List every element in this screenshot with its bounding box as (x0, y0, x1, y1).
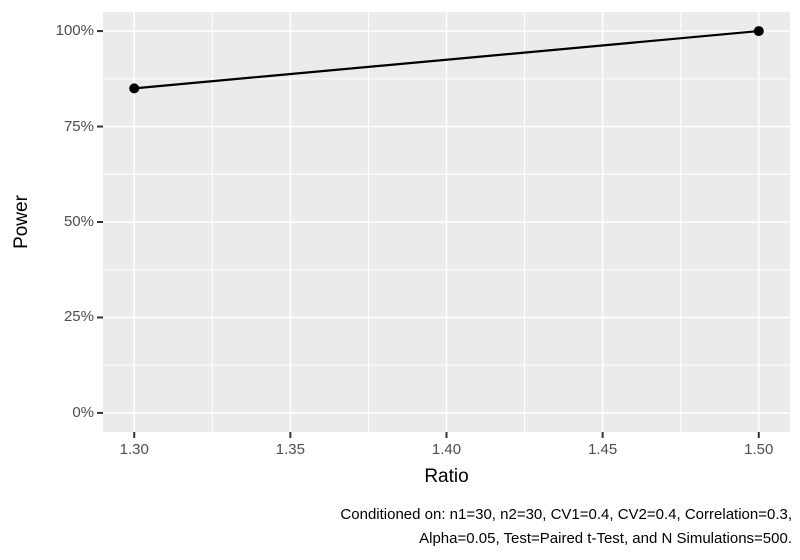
x-axis-title: Ratio (424, 466, 469, 487)
y-tick-label: 75% (63, 117, 94, 135)
data-line (134, 29, 759, 90)
caption-line-2: Alpha=0.05, Test=Paired t-Test, and N Si… (419, 530, 792, 547)
y-tick-label: 25% (63, 308, 94, 326)
x-tick-label: 1.45 (588, 441, 618, 458)
x-tick-label: 1.40 (431, 441, 462, 458)
data-point (129, 83, 140, 94)
caption-line-1: Conditioned on: n1=30, n2=30, CV1=0.4, C… (340, 506, 792, 523)
y-tick-label: 0% (72, 403, 94, 421)
data-point (753, 26, 764, 37)
chart-caption: Conditioned on: n1=30, n2=30, CV1=0.4, C… (340, 503, 792, 551)
y-tick-label: 100% (55, 22, 94, 40)
x-tick-label: 1.30 (119, 441, 149, 458)
x-tick-label: 1.35 (275, 441, 305, 458)
y-tick-label: 50% (63, 213, 94, 230)
x-tick-label: 1.50 (744, 441, 774, 458)
